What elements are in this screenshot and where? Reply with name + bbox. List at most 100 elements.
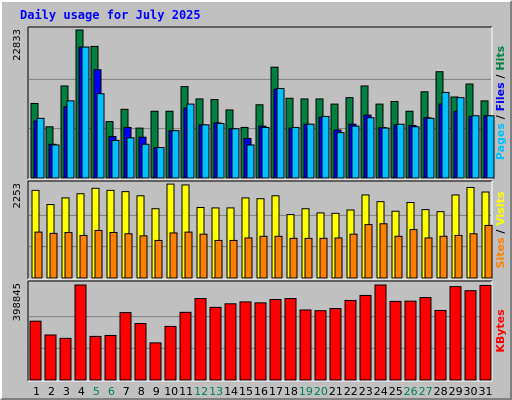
bar-kbytes-day-30 xyxy=(464,290,477,381)
bar-sites-day-21 xyxy=(334,237,343,279)
bar-kbytes-day-28 xyxy=(434,309,447,381)
bar-sites-day-27 xyxy=(424,237,433,279)
x-tick-label-day-28: 28 xyxy=(434,385,448,398)
bar-kbytes-day-27 xyxy=(419,297,432,381)
bar-pages-day-5 xyxy=(96,93,105,179)
bar-kbytes-day-24 xyxy=(374,284,387,381)
bar-kbytes-day-8 xyxy=(134,323,147,381)
bar-sites-day-22 xyxy=(349,233,358,279)
bar-pages-day-29 xyxy=(456,97,465,179)
bar-sites-day-29 xyxy=(454,234,463,279)
bar-pages-day-3 xyxy=(66,100,75,179)
x-tick-label-day-12: 12 xyxy=(194,385,208,398)
bar-kbytes-day-21 xyxy=(329,308,342,381)
bar-kbytes-day-12 xyxy=(194,298,207,381)
bar-sites-day-16 xyxy=(259,235,268,279)
bar-kbytes-day-1 xyxy=(29,320,42,381)
x-tick-label-day-13: 13 xyxy=(209,385,223,398)
bar-kbytes-day-3 xyxy=(59,337,72,381)
bar-kbytes-day-10 xyxy=(164,325,177,381)
bar-kbytes-day-19 xyxy=(299,309,312,381)
bar-pages-day-6 xyxy=(111,139,120,179)
panel-visits-sites-legend: Sites / Visits xyxy=(494,191,507,268)
bar-kbytes-day-17 xyxy=(269,298,282,381)
panel-visits-sites-legend-part-2: Visits xyxy=(494,191,507,226)
bar-sites-day-25 xyxy=(394,235,403,279)
x-tick-label-day-20: 20 xyxy=(314,385,328,398)
bar-pages-day-21 xyxy=(336,132,345,179)
bar-sites-day-11 xyxy=(184,231,193,279)
bar-sites-day-3 xyxy=(64,232,73,279)
bar-kbytes-day-14 xyxy=(224,303,237,381)
x-tick-label-day-21: 21 xyxy=(329,385,343,398)
bar-kbytes-day-9 xyxy=(149,342,162,381)
bar-pages-day-8 xyxy=(141,143,150,179)
bar-pages-day-14 xyxy=(231,128,240,179)
bar-sites-day-24 xyxy=(379,223,388,279)
bar-kbytes-day-13 xyxy=(209,306,222,381)
x-tick-label-day-7: 7 xyxy=(123,385,130,398)
x-tick-label-day-26: 26 xyxy=(404,385,418,398)
bar-sites-day-23 xyxy=(364,224,373,279)
x-tick-label-day-16: 16 xyxy=(254,385,268,398)
bar-pages-day-2 xyxy=(51,144,60,179)
bar-pages-day-20 xyxy=(321,115,330,179)
bar-pages-day-12 xyxy=(201,124,210,179)
x-tick-label-day-31: 31 xyxy=(479,385,493,398)
panel-hits-files-pages-legend-part-4: Hits xyxy=(494,45,507,70)
bar-sites-day-9 xyxy=(154,239,163,279)
bar-sites-day-17 xyxy=(274,235,283,279)
bar-sites-day-1 xyxy=(34,231,43,279)
x-tick-label-day-23: 23 xyxy=(359,385,373,398)
bar-kbytes-day-29 xyxy=(449,286,462,381)
bar-pages-day-15 xyxy=(246,144,255,179)
x-tick-label-day-18: 18 xyxy=(284,385,298,398)
x-tick-label-day-27: 27 xyxy=(419,385,433,398)
x-tick-label-day-9: 9 xyxy=(153,385,160,398)
panel-kbytes-ymax-label: 398845 xyxy=(12,283,23,321)
x-tick-label-day-3: 3 xyxy=(63,385,70,398)
x-tick-label-day-30: 30 xyxy=(464,385,478,398)
bar-pages-day-9 xyxy=(156,147,165,179)
x-tick-label-day-24: 24 xyxy=(374,385,388,398)
bar-sites-day-15 xyxy=(244,237,253,279)
panel-hits-files-pages-legend: Pages / Files / Hits xyxy=(494,45,507,160)
x-tick-label-day-11: 11 xyxy=(179,385,193,398)
x-tick-label-day-6: 6 xyxy=(108,385,115,398)
bar-sites-day-5 xyxy=(94,229,103,279)
bar-pages-day-25 xyxy=(396,123,405,179)
bar-sites-day-7 xyxy=(124,233,133,279)
bar-pages-day-11 xyxy=(186,103,195,179)
x-tick-label-day-10: 10 xyxy=(164,385,178,398)
x-tick-label-day-1: 1 xyxy=(33,385,40,398)
bar-pages-day-22 xyxy=(351,125,360,179)
x-tick-label-day-25: 25 xyxy=(389,385,403,398)
bar-pages-day-28 xyxy=(441,91,450,179)
bar-sites-day-13 xyxy=(214,239,223,279)
x-tick-label-day-2: 2 xyxy=(48,385,55,398)
bar-sites-day-20 xyxy=(319,237,328,279)
bar-pages-day-1 xyxy=(36,117,45,179)
bar-kbytes-day-22 xyxy=(344,299,357,381)
bar-pages-day-17 xyxy=(276,88,285,179)
bar-kbytes-day-11 xyxy=(179,311,192,381)
x-tick-label-day-22: 22 xyxy=(344,385,358,398)
bar-pages-day-27 xyxy=(426,117,435,179)
bar-sites-day-6 xyxy=(109,232,118,279)
bar-pages-day-10 xyxy=(171,130,180,179)
panel-kbytes-legend: KBytes xyxy=(494,309,507,353)
panel-visits-sites-ymax-label: 2253 xyxy=(12,183,23,208)
bar-sites-day-4 xyxy=(79,234,88,279)
x-tick-label-day-29: 29 xyxy=(449,385,463,398)
bar-kbytes-day-20 xyxy=(314,310,327,381)
bar-kbytes-day-6 xyxy=(104,334,117,381)
bar-kbytes-day-18 xyxy=(284,298,297,381)
bar-pages-day-7 xyxy=(126,137,135,179)
bar-sites-day-31 xyxy=(484,224,493,279)
bar-kbytes-day-4 xyxy=(74,284,87,381)
bar-sites-day-26 xyxy=(409,229,418,279)
bar-kbytes-day-25 xyxy=(389,300,402,381)
x-tick-label-day-8: 8 xyxy=(138,385,145,398)
